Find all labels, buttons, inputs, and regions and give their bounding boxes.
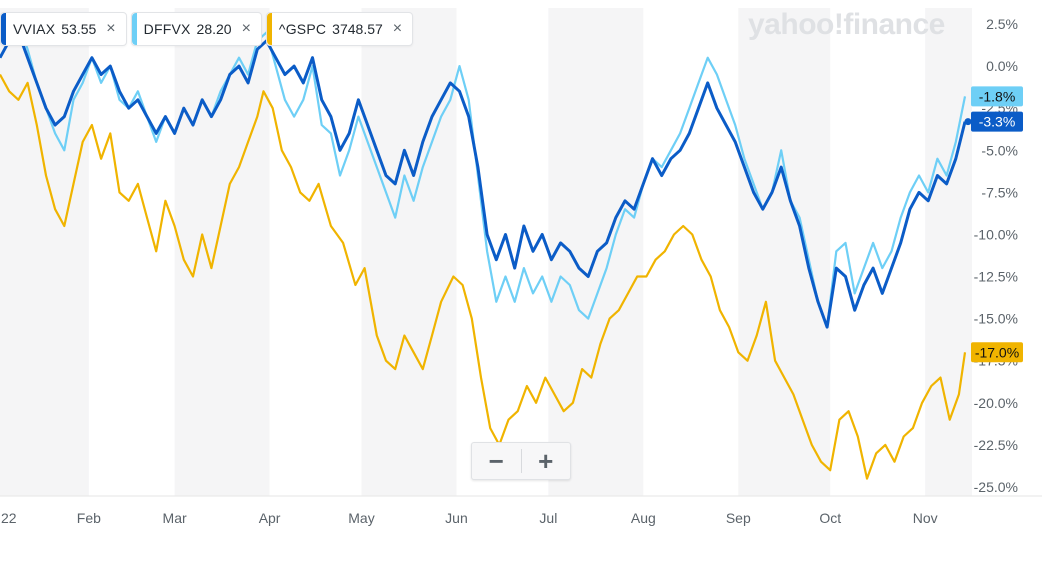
end-label-vviax: -3.3% — [964, 111, 1023, 132]
x-tick-label: Aug — [631, 510, 656, 526]
x-tick-label: Feb — [77, 510, 101, 526]
series-line-gspc — [0, 73, 967, 480]
y-tick-label: -15.0% — [974, 311, 1018, 327]
x-tick-label: Oct — [819, 510, 841, 526]
month-band — [738, 8, 831, 496]
y-axis: 2.5%0.0%-2.5%-5.0%-7.5%-10.0%-12.5%-15.0… — [974, 16, 1018, 495]
zoom-in-button[interactable]: + — [538, 445, 554, 476]
legend-swatch — [266, 13, 272, 45]
month-band — [361, 8, 457, 496]
y-tick-label: -12.5% — [974, 269, 1018, 285]
month-band — [0, 8, 89, 496]
legend-value: 3748.57 — [332, 21, 383, 37]
legend-symbol: DFFVX — [143, 21, 191, 37]
y-tick-label: -20.0% — [974, 395, 1018, 411]
close-icon[interactable]: × — [241, 20, 251, 37]
end-label-text: -1.8% — [979, 88, 1016, 104]
x-tick-label: Sep — [726, 510, 751, 526]
x-tick-label: 22 — [1, 510, 17, 526]
month-bands — [0, 8, 1042, 497]
zoom-divider — [520, 449, 522, 473]
series-line-vviax — [0, 30, 967, 329]
y-tick-label: 2.5% — [986, 16, 1018, 32]
end-labels: -17.0% -1.8% -3.3% — [964, 86, 1023, 363]
legend-symbol: VVIAX — [13, 21, 56, 37]
series-line-dffvx — [0, 22, 967, 329]
x-tick-label: Mar — [163, 510, 187, 526]
legend-chip-dffvx[interactable]: DFFVX 28.20 × — [130, 12, 262, 46]
x-tick-label: May — [348, 510, 374, 526]
y-tick-label: -10.0% — [974, 226, 1018, 242]
zoom-out-button[interactable]: − — [488, 445, 504, 476]
zoom-controls: − + — [471, 442, 571, 480]
end-label-text: -3.3% — [979, 114, 1016, 130]
plot-right-edge — [970, 8, 972, 496]
legend-swatch — [1, 13, 6, 45]
y-tick-label: -25.0% — [974, 479, 1018, 495]
series-layer — [0, 22, 967, 480]
y-tick-label: -7.5% — [981, 184, 1018, 200]
legend: VVIAX 53.55 × DFFVX 28.20 × ^GSPC 3748.5… — [0, 12, 414, 46]
legend-symbol: ^GSPC — [278, 21, 327, 37]
legend-swatch — [131, 13, 137, 45]
month-band — [925, 8, 970, 496]
x-axis: 22 Feb Mar Apr May Jun Jul Aug Sep Oct Nov — [1, 510, 938, 526]
end-label-dffvx: -1.8% — [971, 86, 1023, 107]
yahoo-finance-watermark: yahoo!finance — [748, 8, 945, 41]
x-tick-label: Jul — [539, 510, 557, 526]
x-tick-label: Nov — [913, 510, 938, 526]
close-icon[interactable]: × — [106, 20, 116, 37]
legend-chip-gspc[interactable]: ^GSPC 3748.57 × — [265, 12, 414, 46]
legend-value: 28.20 — [196, 21, 232, 37]
y-tick-label: -5.0% — [981, 142, 1018, 158]
x-tick-label: Jun — [445, 510, 468, 526]
x-tick-label: Apr — [259, 510, 281, 526]
end-label-text: -17.0% — [975, 344, 1019, 360]
end-label-gspc: -17.0% — [971, 342, 1023, 363]
end-marker — [964, 118, 972, 126]
close-icon[interactable]: × — [392, 20, 403, 37]
y-tick-label: 0.0% — [986, 58, 1018, 74]
month-band — [174, 8, 270, 496]
y-tick-label: -22.5% — [974, 437, 1018, 453]
legend-chip-vviax[interactable]: VVIAX 53.55 × — [0, 12, 127, 46]
legend-value: 53.55 — [61, 21, 97, 37]
